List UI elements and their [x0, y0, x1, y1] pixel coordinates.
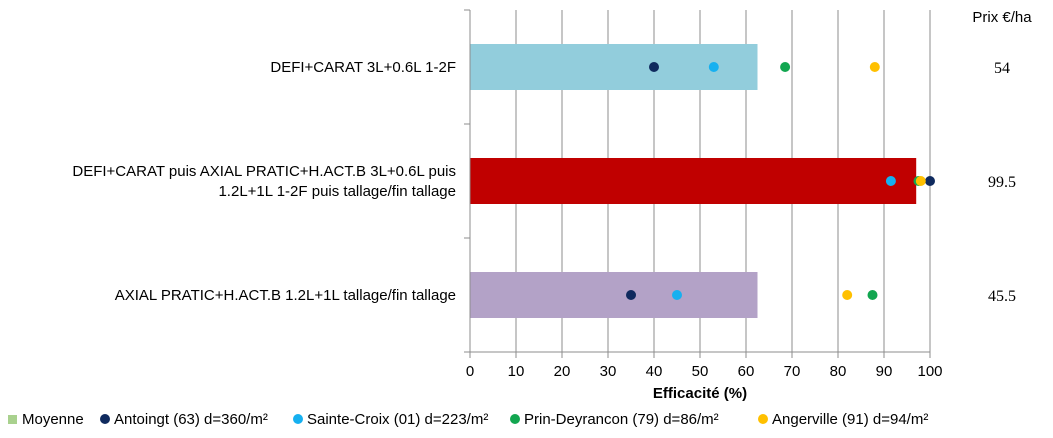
- x-tick-labels: 0 10 20 30 40 50 60 70 80 90 100: [466, 363, 943, 380]
- point-antoingt: [925, 176, 935, 186]
- category-label-line: DEFI+CARAT puis AXIAL PRATIC+H.ACT.B 3L+…: [72, 163, 456, 180]
- x-tick-label: 20: [554, 363, 571, 380]
- x-tick-label: 40: [646, 363, 663, 380]
- point-angerville: [915, 176, 926, 186]
- legend-marker-moyenne: [8, 415, 17, 424]
- x-tick-label: 90: [876, 363, 893, 380]
- category-label-line: DEFI+CARAT 3L+0.6L 1-2F: [270, 59, 456, 76]
- legend-marker-antoingt: [100, 414, 110, 424]
- point-sainte_croix: [708, 62, 719, 72]
- legend-label-sainte_croix: Sainte-Croix (01) d=223/m²: [307, 411, 488, 428]
- legend-item-sainte_croix: Sainte-Croix (01) d=223/m²: [293, 411, 488, 428]
- price-header: Prix €/ha: [972, 9, 1032, 26]
- category-label: AXIAL PRATIC+H.ACT.B 1.2L+1L tallage/fin…: [115, 287, 456, 304]
- price-label: 54: [994, 60, 1010, 77]
- legend-marker-angerville: [758, 414, 768, 424]
- legend-marker-prin_deyrancon: [510, 414, 520, 424]
- x-tick-label: 50: [692, 363, 709, 380]
- point-prin_deyrancon: [867, 290, 878, 300]
- legend-label-prin_deyrancon: Prin-Deyrancon (79) d=86/m²: [524, 411, 719, 428]
- legend-label-moyenne: Moyenne: [22, 411, 84, 428]
- category-label-line: 1.2L+1L 1-2F puis tallage/fin tallage: [218, 183, 456, 200]
- point-sainte_croix: [672, 290, 682, 300]
- legend-item-prin_deyrancon: Prin-Deyrancon (79) d=86/m²: [510, 411, 719, 428]
- point-angerville: [869, 62, 880, 72]
- legend-item-moyenne: Moyenne: [8, 411, 84, 428]
- bar-moyenne: [470, 272, 758, 318]
- x-tick-label: 10: [508, 363, 525, 380]
- point-antoingt: [649, 62, 659, 72]
- bars: [470, 44, 917, 318]
- category-labels: DEFI+CARAT 3L+0.6L 1-2F DEFI+CARAT puis A…: [72, 59, 456, 304]
- legend-label-angerville: Angerville (91) d=94/m²: [772, 411, 928, 428]
- x-tick-label: 0: [466, 363, 474, 380]
- x-tick-label: 60: [738, 363, 755, 380]
- point-angerville: [842, 290, 853, 300]
- legend-item-angerville: Angerville (91) d=94/m²: [758, 411, 928, 428]
- category-label: DEFI+CARAT puis AXIAL PRATIC+H.ACT.B 3L+…: [72, 163, 456, 200]
- legend-item-antoingt: Antoingt (63) d=360/m²: [100, 411, 268, 428]
- x-tick-label: 30: [600, 363, 617, 380]
- point-sainte_croix: [885, 176, 896, 186]
- axes: [464, 9, 931, 358]
- x-tick-label: 70: [784, 363, 801, 380]
- category-label-line: AXIAL PRATIC+H.ACT.B 1.2L+1L tallage/fin…: [115, 287, 456, 304]
- point-prin_deyrancon: [780, 62, 791, 72]
- legend-label-antoingt: Antoingt (63) d=360/m²: [114, 411, 268, 428]
- price-labels: 54 99.5 45.5: [988, 60, 1016, 305]
- legend: Moyenne Antoingt (63) d=360/m² Sainte-Croi…: [8, 411, 928, 428]
- point-antoingt: [626, 290, 636, 300]
- x-tick-label: 80: [830, 363, 847, 380]
- legend-marker-sainte_croix: [293, 414, 303, 424]
- site-points: [626, 62, 935, 300]
- bar-moyenne: [470, 158, 917, 204]
- x-tick-label: 100: [917, 363, 942, 380]
- category-label: DEFI+CARAT 3L+0.6L 1-2F: [270, 59, 456, 76]
- price-label: 45.5: [988, 288, 1016, 305]
- price-label: 99.5: [988, 174, 1016, 191]
- x-axis-title: Efficacité (%): [653, 385, 747, 402]
